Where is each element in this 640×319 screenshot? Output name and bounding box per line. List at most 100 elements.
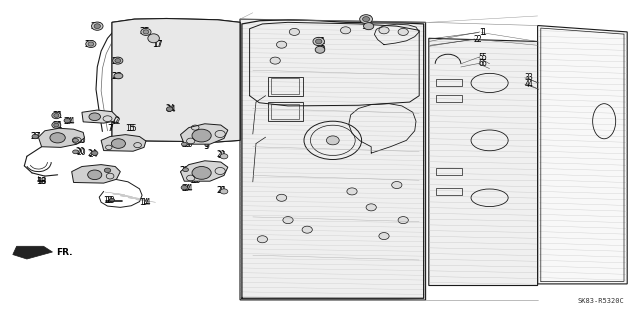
Text: 24: 24 bbox=[166, 105, 176, 114]
Text: 1: 1 bbox=[481, 28, 486, 37]
Ellipse shape bbox=[92, 151, 98, 155]
Text: 20: 20 bbox=[77, 148, 86, 157]
Ellipse shape bbox=[182, 142, 188, 146]
Ellipse shape bbox=[113, 57, 123, 64]
Text: 3: 3 bbox=[525, 73, 530, 82]
Text: 20: 20 bbox=[180, 167, 190, 175]
Text: 18: 18 bbox=[105, 197, 115, 205]
Ellipse shape bbox=[379, 233, 389, 240]
Ellipse shape bbox=[315, 46, 325, 53]
Polygon shape bbox=[38, 128, 84, 147]
Ellipse shape bbox=[114, 73, 123, 79]
Ellipse shape bbox=[270, 57, 280, 64]
Text: 21: 21 bbox=[52, 111, 62, 120]
Text: 22: 22 bbox=[111, 57, 121, 66]
Text: 17: 17 bbox=[152, 40, 162, 48]
Bar bbox=[142, 66, 183, 82]
Ellipse shape bbox=[347, 188, 357, 195]
Polygon shape bbox=[180, 124, 228, 144]
Ellipse shape bbox=[52, 112, 61, 119]
Ellipse shape bbox=[73, 150, 78, 154]
Ellipse shape bbox=[52, 122, 61, 128]
Text: 23: 23 bbox=[92, 22, 102, 31]
Text: 12: 12 bbox=[111, 117, 121, 126]
Bar bbox=[140, 39, 186, 57]
Ellipse shape bbox=[362, 17, 370, 22]
Ellipse shape bbox=[392, 182, 402, 189]
Polygon shape bbox=[429, 38, 538, 286]
Text: 25: 25 bbox=[141, 27, 150, 36]
Text: 21: 21 bbox=[52, 121, 62, 130]
Ellipse shape bbox=[289, 28, 300, 35]
Text: 13: 13 bbox=[362, 15, 372, 24]
Text: 23: 23 bbox=[91, 22, 100, 31]
Text: 25: 25 bbox=[140, 27, 149, 36]
Text: 9: 9 bbox=[205, 142, 210, 151]
Text: 17: 17 bbox=[154, 40, 163, 48]
Polygon shape bbox=[101, 135, 146, 151]
Ellipse shape bbox=[143, 30, 149, 34]
Text: 16: 16 bbox=[362, 22, 372, 31]
Text: 8: 8 bbox=[113, 142, 117, 151]
Ellipse shape bbox=[398, 28, 408, 35]
Text: 14: 14 bbox=[95, 174, 104, 183]
Polygon shape bbox=[112, 19, 240, 142]
Text: 20: 20 bbox=[77, 137, 86, 145]
Text: 11: 11 bbox=[316, 37, 326, 46]
Text: 13: 13 bbox=[361, 15, 371, 24]
Text: 19: 19 bbox=[316, 45, 326, 54]
Text: 24: 24 bbox=[87, 149, 97, 158]
Ellipse shape bbox=[109, 198, 115, 202]
Text: 11: 11 bbox=[315, 37, 324, 46]
Text: 27: 27 bbox=[32, 132, 42, 141]
Text: 12: 12 bbox=[110, 116, 120, 125]
Text: 20: 20 bbox=[76, 147, 85, 156]
Text: 14: 14 bbox=[141, 198, 150, 207]
Ellipse shape bbox=[115, 58, 120, 63]
Text: 24: 24 bbox=[165, 104, 175, 113]
Text: 18: 18 bbox=[104, 197, 113, 205]
Text: 6: 6 bbox=[481, 59, 486, 68]
Ellipse shape bbox=[302, 226, 312, 233]
Ellipse shape bbox=[141, 28, 151, 35]
Text: 24: 24 bbox=[183, 184, 193, 193]
Ellipse shape bbox=[313, 37, 324, 46]
Ellipse shape bbox=[111, 139, 125, 148]
Ellipse shape bbox=[360, 15, 372, 24]
Text: 14: 14 bbox=[140, 198, 149, 207]
Ellipse shape bbox=[181, 185, 188, 190]
Text: 21: 21 bbox=[54, 111, 63, 120]
Text: 20: 20 bbox=[76, 136, 85, 145]
Text: FR.: FR. bbox=[56, 248, 73, 257]
Bar bbox=[436, 168, 462, 175]
Bar bbox=[436, 79, 462, 86]
Text: 6: 6 bbox=[479, 59, 484, 68]
Bar bbox=[142, 40, 183, 56]
Polygon shape bbox=[538, 26, 627, 284]
Ellipse shape bbox=[212, 60, 220, 65]
Ellipse shape bbox=[326, 136, 339, 145]
Ellipse shape bbox=[89, 113, 100, 121]
Text: 24: 24 bbox=[64, 117, 74, 126]
Text: SK83-R5320C: SK83-R5320C bbox=[577, 298, 624, 304]
Text: 21: 21 bbox=[218, 186, 227, 195]
Ellipse shape bbox=[257, 236, 268, 243]
Ellipse shape bbox=[148, 34, 159, 43]
Ellipse shape bbox=[54, 114, 59, 117]
Ellipse shape bbox=[88, 42, 93, 46]
Text: 4: 4 bbox=[527, 80, 532, 89]
Text: 28: 28 bbox=[86, 40, 95, 48]
Text: 19: 19 bbox=[315, 45, 324, 54]
Text: 1: 1 bbox=[479, 28, 483, 37]
Text: 21: 21 bbox=[218, 151, 227, 160]
Text: 24: 24 bbox=[65, 117, 75, 126]
Text: 18: 18 bbox=[37, 177, 47, 186]
Ellipse shape bbox=[54, 123, 59, 127]
Text: 14: 14 bbox=[96, 174, 106, 183]
Text: 28: 28 bbox=[84, 40, 94, 48]
Text: 3: 3 bbox=[527, 73, 532, 82]
Text: 5: 5 bbox=[479, 53, 484, 62]
Polygon shape bbox=[72, 165, 120, 183]
Text: 26: 26 bbox=[111, 72, 121, 81]
Ellipse shape bbox=[283, 217, 293, 224]
